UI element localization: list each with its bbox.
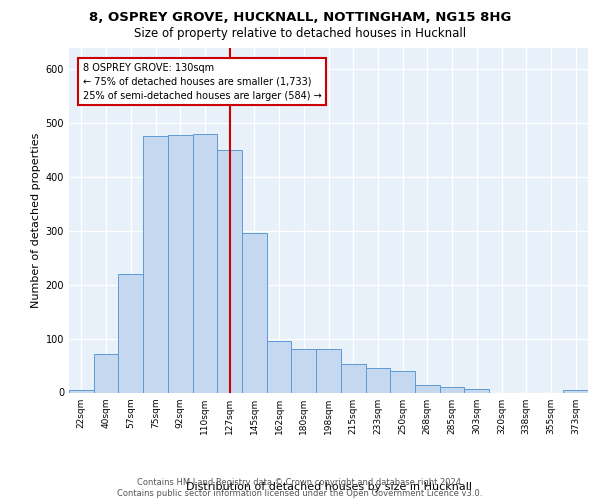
- Bar: [143, 136, 168, 392]
- Bar: [94, 354, 118, 393]
- Bar: [390, 371, 415, 392]
- Bar: [440, 386, 464, 392]
- Bar: [464, 390, 489, 392]
- X-axis label: Distribution of detached houses by size in Hucknall: Distribution of detached houses by size …: [185, 482, 472, 492]
- Text: Size of property relative to detached houses in Hucknall: Size of property relative to detached ho…: [134, 28, 466, 40]
- Bar: [292, 349, 316, 393]
- Text: 8, OSPREY GROVE, HUCKNALL, NOTTINGHAM, NG15 8HG: 8, OSPREY GROVE, HUCKNALL, NOTTINGHAM, N…: [89, 11, 511, 24]
- Bar: [365, 368, 390, 392]
- Text: Contains HM Land Registry data © Crown copyright and database right 2024.
Contai: Contains HM Land Registry data © Crown c…: [118, 478, 482, 498]
- Text: 8 OSPREY GROVE: 130sqm
← 75% of detached houses are smaller (1,733)
25% of semi-: 8 OSPREY GROVE: 130sqm ← 75% of detached…: [83, 62, 322, 100]
- Bar: [563, 390, 588, 392]
- Bar: [316, 349, 341, 393]
- Bar: [415, 386, 440, 392]
- Y-axis label: Number of detached properties: Number of detached properties: [31, 132, 41, 308]
- Bar: [118, 274, 143, 392]
- Bar: [69, 390, 94, 392]
- Bar: [193, 134, 217, 392]
- Bar: [242, 234, 267, 392]
- Bar: [341, 364, 365, 392]
- Bar: [217, 150, 242, 392]
- Bar: [168, 136, 193, 392]
- Bar: [267, 341, 292, 392]
